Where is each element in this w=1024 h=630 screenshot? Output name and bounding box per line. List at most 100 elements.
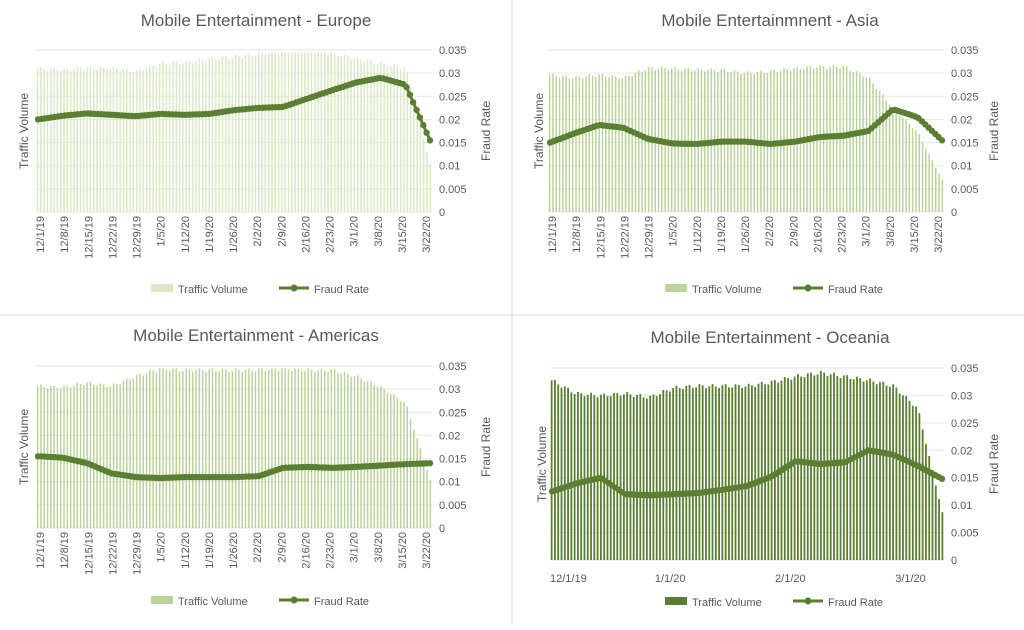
- x-tick-label: 12/8/19: [59, 216, 71, 253]
- traffic-bar: [921, 429, 924, 560]
- traffic-bar: [908, 123, 911, 212]
- traffic-bar: [833, 372, 835, 560]
- x-tick-label: 2/2/20: [252, 216, 264, 247]
- y2-tick-label: 0.035: [951, 363, 979, 375]
- traffic-bar: [89, 66, 92, 213]
- x-tick-label: 12/22/19: [619, 216, 631, 259]
- traffic-bar: [129, 379, 131, 528]
- traffic-bar: [380, 386, 382, 528]
- traffic-bar: [126, 378, 128, 528]
- traffic-bar: [688, 385, 691, 560]
- traffic-bar: [806, 373, 809, 560]
- traffic-bar: [616, 393, 619, 560]
- traffic-bar: [208, 369, 210, 528]
- traffic-bar: [649, 395, 652, 560]
- traffic-bar: [201, 370, 204, 528]
- traffic-bar: [109, 386, 111, 528]
- traffic-bar: [852, 379, 855, 560]
- traffic-bar: [225, 56, 227, 212]
- traffic-bar: [251, 371, 253, 528]
- traffic-bar: [182, 63, 184, 213]
- traffic-bar: [93, 384, 95, 528]
- traffic-bar: [234, 368, 237, 528]
- traffic-bar: [376, 64, 379, 212]
- traffic-bar: [317, 52, 319, 213]
- legend-label-fraud: Fraud Rate: [828, 597, 883, 609]
- y-axis-title: Traffic Volume: [17, 409, 31, 485]
- traffic-bar: [248, 368, 250, 528]
- x-tick-label: 3/15/20: [909, 216, 921, 253]
- y2-tick-label: 0.025: [439, 407, 467, 419]
- traffic-bar: [636, 395, 638, 560]
- traffic-bar: [934, 485, 937, 560]
- traffic-bar: [816, 374, 819, 560]
- traffic-bar: [413, 429, 415, 528]
- traffic-bar: [178, 371, 181, 528]
- traffic-bar: [642, 397, 645, 560]
- traffic-bar: [215, 371, 217, 528]
- traffic-bar: [126, 68, 128, 212]
- traffic-bar: [122, 69, 125, 212]
- traffic-bar: [83, 70, 85, 212]
- traffic-bar: [244, 369, 247, 528]
- traffic-bar: [562, 75, 564, 213]
- traffic-bar: [228, 59, 230, 212]
- traffic-bar: [644, 70, 647, 212]
- traffic-bar: [271, 52, 273, 213]
- traffic-bar: [231, 57, 234, 212]
- traffic-bar: [885, 100, 887, 212]
- legend-swatch-traffic: [151, 596, 173, 604]
- y2-tick-label: 0: [439, 523, 445, 535]
- traffic-bar: [172, 368, 174, 528]
- traffic-bar: [122, 380, 125, 528]
- traffic-bar: [116, 69, 118, 212]
- traffic-bar: [639, 394, 642, 560]
- traffic-bar: [734, 384, 737, 560]
- traffic-bar: [390, 394, 392, 528]
- traffic-bar: [846, 375, 849, 560]
- traffic-bar: [578, 76, 581, 213]
- legend-label-traffic: Traffic Volume: [692, 597, 762, 609]
- traffic-bar: [149, 370, 151, 528]
- traffic-bar: [168, 64, 171, 212]
- traffic-bar: [274, 368, 276, 528]
- traffic-bar: [258, 52, 260, 213]
- traffic-bar: [294, 52, 296, 213]
- traffic-bar: [182, 370, 184, 528]
- traffic-bar: [898, 115, 901, 212]
- traffic-bar: [304, 52, 306, 213]
- traffic-bar: [652, 394, 655, 560]
- traffic-bar: [888, 386, 891, 560]
- traffic-bar: [132, 72, 135, 213]
- traffic-bar: [366, 380, 369, 528]
- traffic-bar: [872, 381, 875, 560]
- fraud-point: [426, 460, 434, 467]
- traffic-bar: [327, 55, 329, 213]
- traffic-bar: [119, 384, 121, 528]
- legend-swatch-traffic: [665, 284, 687, 292]
- traffic-bar: [678, 388, 681, 560]
- traffic-bar: [211, 57, 214, 213]
- traffic-bar: [228, 371, 230, 528]
- traffic-bar: [357, 375, 359, 528]
- legend-label-traffic: Traffic Volume: [178, 596, 248, 608]
- traffic-bar: [588, 74, 590, 213]
- y2-tick-label: 0.035: [439, 45, 467, 57]
- traffic-bar: [165, 63, 168, 212]
- fraud-point: [938, 475, 946, 482]
- traffic-bar: [320, 52, 323, 213]
- traffic-bar: [159, 63, 161, 213]
- traffic-bar: [310, 52, 313, 213]
- traffic-bar: [760, 381, 763, 560]
- x-tick-label: 2/9/20: [276, 532, 288, 563]
- traffic-bar: [46, 70, 49, 213]
- traffic-bar: [175, 61, 177, 213]
- traffic-bar: [611, 75, 614, 212]
- traffic-bar: [393, 64, 395, 213]
- traffic-bar: [208, 58, 210, 213]
- traffic-bar: [271, 368, 273, 528]
- traffic-bar: [601, 73, 604, 212]
- traffic-bar: [810, 372, 812, 560]
- traffic-bar: [573, 394, 576, 560]
